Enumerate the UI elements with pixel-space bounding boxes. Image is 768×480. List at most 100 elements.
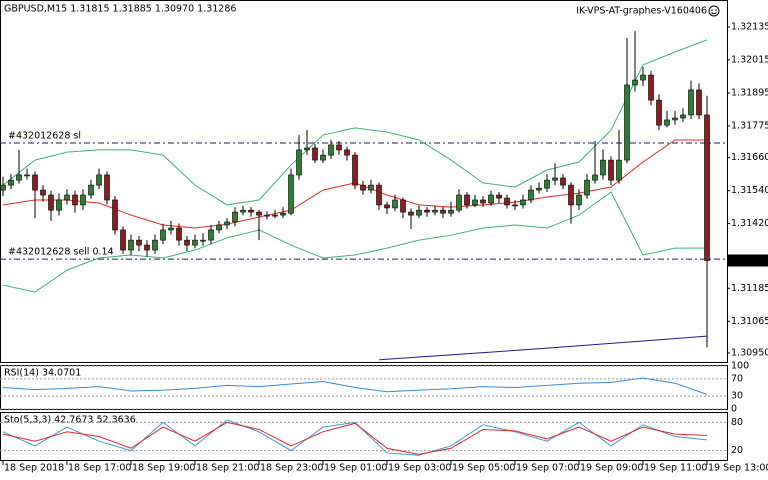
candle-body xyxy=(248,209,254,213)
candle-body xyxy=(608,159,614,181)
candle-body xyxy=(40,189,46,196)
panel-tick-label: 0 xyxy=(731,404,737,415)
panel-label: RSI(14) 34.0701 xyxy=(4,368,81,379)
candle-body xyxy=(8,179,14,186)
smiley-icon xyxy=(708,5,720,17)
smiley-eye xyxy=(711,9,713,11)
candle-body xyxy=(552,177,558,181)
candle-body xyxy=(232,211,238,223)
candle-body xyxy=(680,114,686,119)
x-tick-label: 18 Sep 17:00 xyxy=(68,463,131,474)
candle-body xyxy=(64,194,70,201)
candle-body xyxy=(664,119,670,126)
candle-body xyxy=(480,199,486,204)
main-panel xyxy=(0,0,728,363)
candle-body xyxy=(360,184,366,191)
candle-body xyxy=(104,174,110,201)
candle-body xyxy=(96,174,102,186)
candle-body xyxy=(376,184,382,206)
candle-body xyxy=(0,184,6,191)
candle-body xyxy=(192,239,198,246)
last-price-box xyxy=(728,254,768,267)
candle-body xyxy=(272,214,278,217)
x-tick-label: 19 Sep 13:00 xyxy=(708,463,768,474)
candle-body xyxy=(520,199,526,206)
candle-body xyxy=(448,209,454,214)
candle-body xyxy=(504,197,510,206)
candle-body xyxy=(168,227,174,231)
candle-body xyxy=(600,159,606,176)
candle-body xyxy=(656,99,662,126)
candle-body xyxy=(48,194,54,211)
panel-tick-label: 70 xyxy=(731,373,743,384)
candle-body xyxy=(336,144,342,151)
candle-body xyxy=(56,199,62,211)
candle-body xyxy=(160,229,166,241)
x-tick-label: 18 Sep 2018 xyxy=(4,463,64,474)
x-tick-label: 18 Sep 21:00 xyxy=(196,463,259,474)
x-tick-label: 19 Sep 05:00 xyxy=(452,463,515,474)
candle-body xyxy=(560,177,566,186)
candle-body xyxy=(696,89,702,116)
candle-body xyxy=(688,89,694,116)
indicator-line xyxy=(2,419,708,456)
candle-body xyxy=(488,194,494,204)
candle-body xyxy=(208,229,214,241)
candle-body xyxy=(392,199,398,209)
stoch-panel xyxy=(0,412,728,461)
panel-tick-label: 30 xyxy=(731,391,743,402)
candle-body xyxy=(440,209,446,214)
candle-body xyxy=(384,204,390,209)
candle-body xyxy=(624,84,630,161)
overlay-line xyxy=(378,335,708,361)
x-tick-label: 18 Sep 23:00 xyxy=(260,463,323,474)
order-level-label: #432012628 sell 0.14 xyxy=(8,247,114,258)
candle-body xyxy=(256,211,262,216)
y-tick-label: 1.31185 xyxy=(731,283,768,294)
candle-body xyxy=(136,239,142,246)
overlay-line xyxy=(2,191,707,293)
x-tick-label: 19 Sep 09:00 xyxy=(580,463,643,474)
y-tick-label: 1.31660 xyxy=(731,152,768,163)
y-tick-label: 1.31065 xyxy=(731,316,768,327)
candle-body xyxy=(88,184,94,196)
candle-body xyxy=(672,117,678,121)
y-tick-label: 1.32135 xyxy=(731,21,768,32)
candle-body xyxy=(416,209,422,216)
candle-body xyxy=(640,74,646,81)
candle-body xyxy=(152,239,158,251)
candle-body xyxy=(432,209,438,213)
x-tick-label: 19 Sep 01:00 xyxy=(324,463,387,474)
panel-tick-label: 100 xyxy=(731,361,749,372)
panel-label: Sto(5,3,3) 42.7673 52.3636 xyxy=(4,415,136,426)
x-tick-label: 19 Sep 03:00 xyxy=(388,463,451,474)
candle-body xyxy=(352,154,358,186)
y-tick-label: 1.31420 xyxy=(731,218,768,229)
candle-body xyxy=(80,194,86,206)
symbol-header: GBPUSD,M15 1.31815 1.31885 1.30970 1.312… xyxy=(4,4,236,15)
candle-body xyxy=(512,204,518,207)
candle-body xyxy=(144,244,150,251)
candle-body xyxy=(616,159,622,181)
overlay-line xyxy=(2,39,708,206)
candle-body xyxy=(528,189,534,201)
candle-body xyxy=(216,224,222,231)
smiley-mouth xyxy=(711,12,717,15)
y-tick-label: 1.32015 xyxy=(731,54,768,65)
last-price-label: 1.31286 xyxy=(731,255,768,266)
candle-body xyxy=(400,199,406,213)
candle-body xyxy=(456,194,462,211)
y-tick-label: 1.31895 xyxy=(731,87,768,98)
candle-body xyxy=(224,221,230,226)
y-tick-label: 1.31775 xyxy=(731,120,768,131)
candle-body xyxy=(288,174,294,214)
candle-body xyxy=(16,174,22,181)
candle-body xyxy=(464,194,470,206)
candle-body xyxy=(648,74,654,101)
order-level-label: #432012628 sl xyxy=(8,131,81,142)
y-tick-label: 1.30950 xyxy=(731,347,768,358)
watermark: IK-VPS-AT-graphes-V160406 xyxy=(576,6,707,17)
candle-body xyxy=(320,154,326,161)
panel-tick-label: 80 xyxy=(731,417,743,428)
